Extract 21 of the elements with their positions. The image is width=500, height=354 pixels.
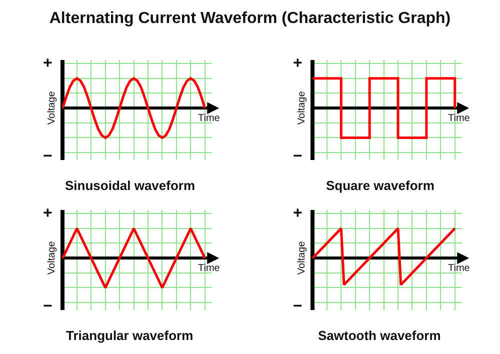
text: + [293,205,302,222]
text: Triangular waveform [66,328,194,343]
text: − [293,298,302,315]
text: Sawtooth waveform [318,328,441,343]
text: + [293,55,302,72]
text: − [43,148,52,165]
text: Square waveform [326,178,434,193]
text: + [43,205,52,222]
y-axis-title: Voltage [46,90,58,125]
x-axis-title: Time [448,113,470,124]
text: − [43,298,52,315]
text: Sinusoidal waveform [65,178,196,193]
x-axis-title: Time [198,113,220,124]
x-axis-title: Time [198,263,220,274]
text: − [293,148,302,165]
text: + [43,55,52,72]
x-axis-title: Time [448,263,470,274]
text: Alternating Current Waveform (Characteristic Graph) [48,10,452,28]
y-axis-title: Voltage [296,90,308,125]
y-axis-title: Voltage [46,240,58,275]
y-axis-title: Voltage [296,240,308,275]
